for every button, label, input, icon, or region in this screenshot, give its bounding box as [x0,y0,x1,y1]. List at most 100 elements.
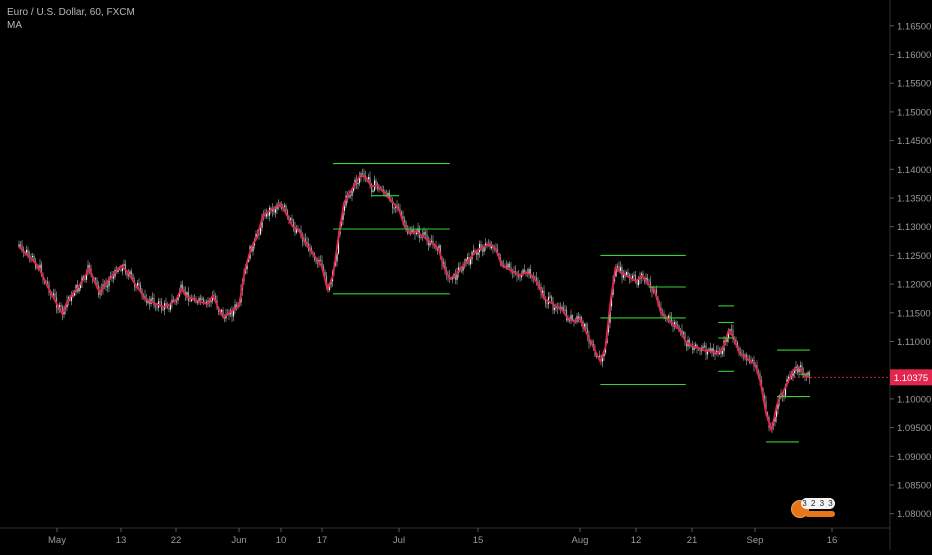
candle-body [255,233,257,240]
candle-body [483,246,485,252]
candle-body [560,306,562,309]
candle-body [389,192,391,200]
candle-body [203,298,205,303]
candle-body [33,256,35,262]
candle-body [224,317,226,319]
candle-body [572,315,574,320]
candle-body [519,276,521,278]
candle-body [279,205,281,208]
candle-body [626,272,628,276]
candle-body [507,263,509,268]
candle-body [587,328,589,336]
candle-body [440,245,442,257]
candle-body [137,283,139,289]
candle-body [357,183,359,185]
candle-body [438,245,440,249]
candle-body [699,349,701,352]
candle-body [534,276,536,278]
candle-body [273,208,275,213]
time-tick-label: May [48,535,66,546]
candle-body [108,277,110,287]
candle-body [317,262,319,264]
candle-body [200,298,202,300]
candle-body [260,227,262,235]
candle-body [524,269,526,272]
candle-body [423,232,425,236]
candle-body [344,205,346,211]
candle-body [809,372,811,379]
candle-body [420,237,422,238]
candle-body [39,264,41,269]
candle-body [86,272,88,280]
candle-body [783,395,785,397]
ma-line [18,174,811,432]
price-tick-label: 1.14500 [897,136,931,147]
candle-body [47,281,49,284]
candle-body [258,234,260,235]
candle-body [489,245,491,249]
candle-body [155,306,157,307]
candle-body [798,366,800,373]
candle-body [416,232,418,235]
candle-body [293,220,295,228]
chart-widget[interactable]: 3 2 3 3 [791,497,839,521]
candle-body [27,250,29,257]
candle-body [737,342,739,349]
candle-body [113,276,115,279]
candle-body [596,356,598,357]
time-tick-label: 16 [827,535,838,546]
candle-body [608,323,610,333]
candle-body [197,301,199,303]
candle-body [285,205,287,212]
candle-body [555,307,557,308]
candle-body [234,304,236,311]
moving-average-layer [18,174,811,432]
price-tick-label: 1.09500 [897,423,931,434]
candle-body [518,275,520,277]
candle-body [159,301,161,303]
price-tick-label: 1.16500 [897,21,931,32]
time-axis: May 13 22 Jun 10 17 Jul 15 Aug 12 21 Sep 16 [48,528,837,546]
candle-body [470,259,472,265]
candle-body [207,300,209,303]
candle-body [800,365,802,367]
candle-body [429,242,431,246]
candle-body [452,277,454,279]
candle-body [284,205,286,207]
candle-body [609,306,611,323]
candle-body [222,309,224,318]
candle-body [509,263,511,268]
candle-body [545,299,547,304]
candle-body [198,298,200,302]
candle-body [363,173,365,176]
candle-body [369,177,371,184]
candle-body [96,280,98,285]
candle-body [119,269,121,270]
candle-body [168,307,170,310]
candle-body [201,298,203,300]
candle-body [54,293,56,298]
candle-body [611,294,613,307]
candle-body [684,332,686,343]
candle-body [404,219,406,222]
candle-body [231,310,233,317]
indicator-label[interactable]: MA [7,20,22,31]
candle-body [801,365,803,373]
price-tick-label: 1.08000 [897,509,931,520]
candle-body [693,347,695,350]
price-tick-label: 1.13000 [897,222,931,233]
candle-body [806,374,808,376]
price-tick-label: 1.12000 [897,280,931,291]
time-tick-label: Jun [231,535,246,546]
candle-body [546,303,548,305]
widget-counter: 3 2 3 3 [801,498,835,509]
candle-body [522,269,524,275]
candle-body [120,269,122,272]
candle-body [656,289,658,299]
symbol-title[interactable]: Euro / U.S. Dollar, 60, FXCM [7,7,135,18]
price-tick-label: 1.10000 [897,394,931,405]
candle-body [462,265,464,271]
candle-body [461,270,463,272]
